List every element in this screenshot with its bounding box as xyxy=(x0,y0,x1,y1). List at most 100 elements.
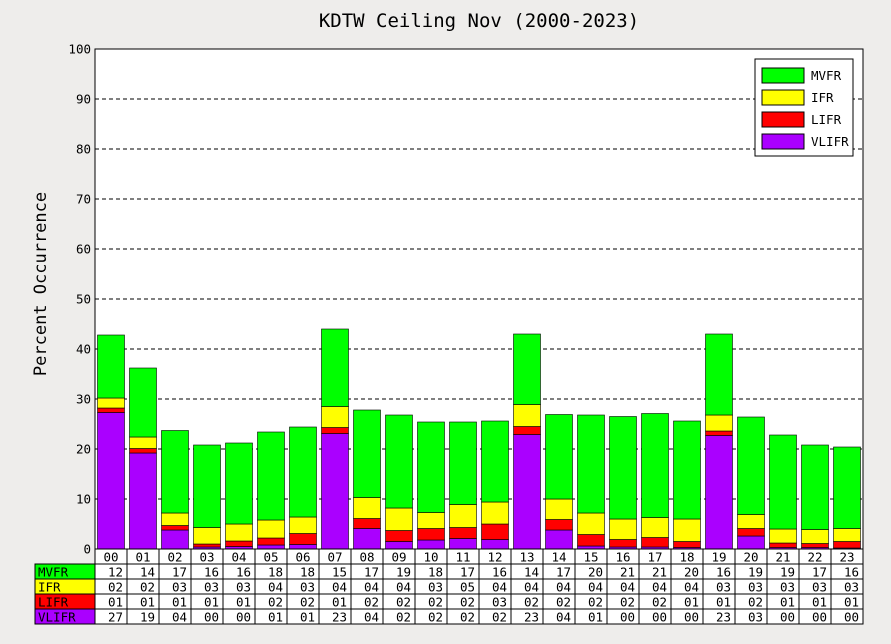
bar-mvfr-02 xyxy=(161,430,189,514)
table-cell: 00 xyxy=(844,610,859,625)
table-cell: 00 xyxy=(684,610,699,625)
bar-mvfr-08 xyxy=(353,409,381,498)
bar-vlifr-20 xyxy=(737,535,765,550)
bar-ifr-10 xyxy=(417,512,445,529)
table-cell: 02 xyxy=(588,595,603,610)
table-cell: 18 xyxy=(428,565,443,580)
x-tick-label: 02 xyxy=(167,550,182,565)
bar-ifr-03 xyxy=(193,527,221,545)
table-cell: 02 xyxy=(428,595,443,610)
bar-lifr-07 xyxy=(321,427,349,434)
table-cell: 02 xyxy=(652,595,667,610)
table-cell: 01 xyxy=(684,595,699,610)
table-cell: 04 xyxy=(524,580,539,595)
bar-vlifr-10 xyxy=(417,539,445,550)
bar-ifr-18 xyxy=(673,518,701,542)
bar-vlifr-05 xyxy=(257,544,285,550)
bar-lifr-23 xyxy=(833,541,861,549)
table-cell: 19 xyxy=(396,565,411,580)
x-tick-label: 07 xyxy=(327,550,342,565)
bar-ifr-06 xyxy=(289,516,317,534)
table-cell: 21 xyxy=(652,565,667,580)
bar-lifr-21 xyxy=(769,542,797,548)
table-cell: 04 xyxy=(556,610,571,625)
bar-lifr-14 xyxy=(545,519,573,531)
table-cell: 04 xyxy=(172,610,187,625)
bar-ifr-02 xyxy=(161,512,189,526)
bar-lifr-10 xyxy=(417,528,445,541)
bar-ifr-14 xyxy=(545,498,573,520)
table-cell: 02 xyxy=(108,580,123,595)
bar-mvfr-04 xyxy=(225,442,253,525)
bar-mvfr-19 xyxy=(705,333,733,416)
bar-vlifr-13 xyxy=(513,434,541,550)
bar-ifr-17 xyxy=(641,517,669,538)
table-cell: 03 xyxy=(844,580,859,595)
bar-vlifr-14 xyxy=(545,529,573,550)
table-cell: 21 xyxy=(620,565,635,580)
x-tick-label: 17 xyxy=(647,550,662,565)
bar-mvfr-20 xyxy=(737,416,765,515)
legend-label-ifr: IFR xyxy=(811,90,834,105)
y-tick-label: 70 xyxy=(76,192,91,207)
bar-mvfr-17 xyxy=(641,413,669,518)
y-tick-label: 100 xyxy=(68,42,91,57)
bar-ifr-08 xyxy=(353,497,381,519)
table-cell: 03 xyxy=(428,580,443,595)
bar-lifr-19 xyxy=(705,430,733,436)
bar-mvfr-13 xyxy=(513,333,541,405)
table-cell: 19 xyxy=(748,565,763,580)
table-cell: 00 xyxy=(812,610,827,625)
legend-swatch-ifr xyxy=(761,89,805,106)
bar-lifr-01 xyxy=(129,448,157,454)
table-cell: 02 xyxy=(492,610,507,625)
table-cell: 23 xyxy=(524,610,539,625)
table-row-label: VLIFR xyxy=(38,610,76,625)
table-cell: 20 xyxy=(588,565,603,580)
table-cell: 04 xyxy=(364,610,379,625)
table-cell: 27 xyxy=(108,610,123,625)
gridlines xyxy=(95,98,863,500)
bar-ifr-09 xyxy=(385,507,413,531)
bar-mvfr-01 xyxy=(129,367,157,438)
table-cell: 00 xyxy=(780,610,795,625)
y-tick-label: 0 xyxy=(83,542,91,557)
legend-swatch-lifr xyxy=(761,111,805,128)
table-cell: 17 xyxy=(812,565,827,580)
x-tick-label: 23 xyxy=(839,550,854,565)
y-tick-label: 90 xyxy=(76,92,91,107)
bar-lifr-13 xyxy=(513,426,541,435)
table-cell: 03 xyxy=(204,580,219,595)
bars xyxy=(97,328,861,550)
table-cell: 17 xyxy=(364,565,379,580)
x-tick-label: 18 xyxy=(679,550,694,565)
table-cell: 12 xyxy=(108,565,123,580)
y-tick-label: 20 xyxy=(76,442,91,457)
table-cell: 03 xyxy=(748,580,763,595)
legend: MVFR IFR LIFR VLIFR xyxy=(754,58,854,157)
x-tick-label: 12 xyxy=(487,550,502,565)
table-cell: 02 xyxy=(460,595,475,610)
bar-lifr-18 xyxy=(673,541,701,548)
bar-mvfr-11 xyxy=(449,421,477,505)
bar-mvfr-03 xyxy=(193,444,221,528)
bar-vlifr-09 xyxy=(385,541,413,550)
table-cell: 16 xyxy=(236,565,251,580)
table-cell: 04 xyxy=(396,580,411,595)
y-tick-label: 30 xyxy=(76,392,91,407)
x-tick-label: 01 xyxy=(135,550,150,565)
table-cell: 04 xyxy=(556,580,571,595)
y-tick-label: 60 xyxy=(76,242,91,257)
x-tick-label: 03 xyxy=(199,550,214,565)
bar-lifr-15 xyxy=(577,534,605,547)
table-cell: 02 xyxy=(460,610,475,625)
bar-vlifr-19 xyxy=(705,435,733,550)
bar-lifr-02 xyxy=(161,525,189,531)
bar-lifr-11 xyxy=(449,527,477,539)
bar-ifr-15 xyxy=(577,512,605,535)
table-cell: 17 xyxy=(556,565,571,580)
table-cell: 04 xyxy=(364,580,379,595)
bar-ifr-11 xyxy=(449,504,477,528)
bar-ifr-05 xyxy=(257,519,285,539)
